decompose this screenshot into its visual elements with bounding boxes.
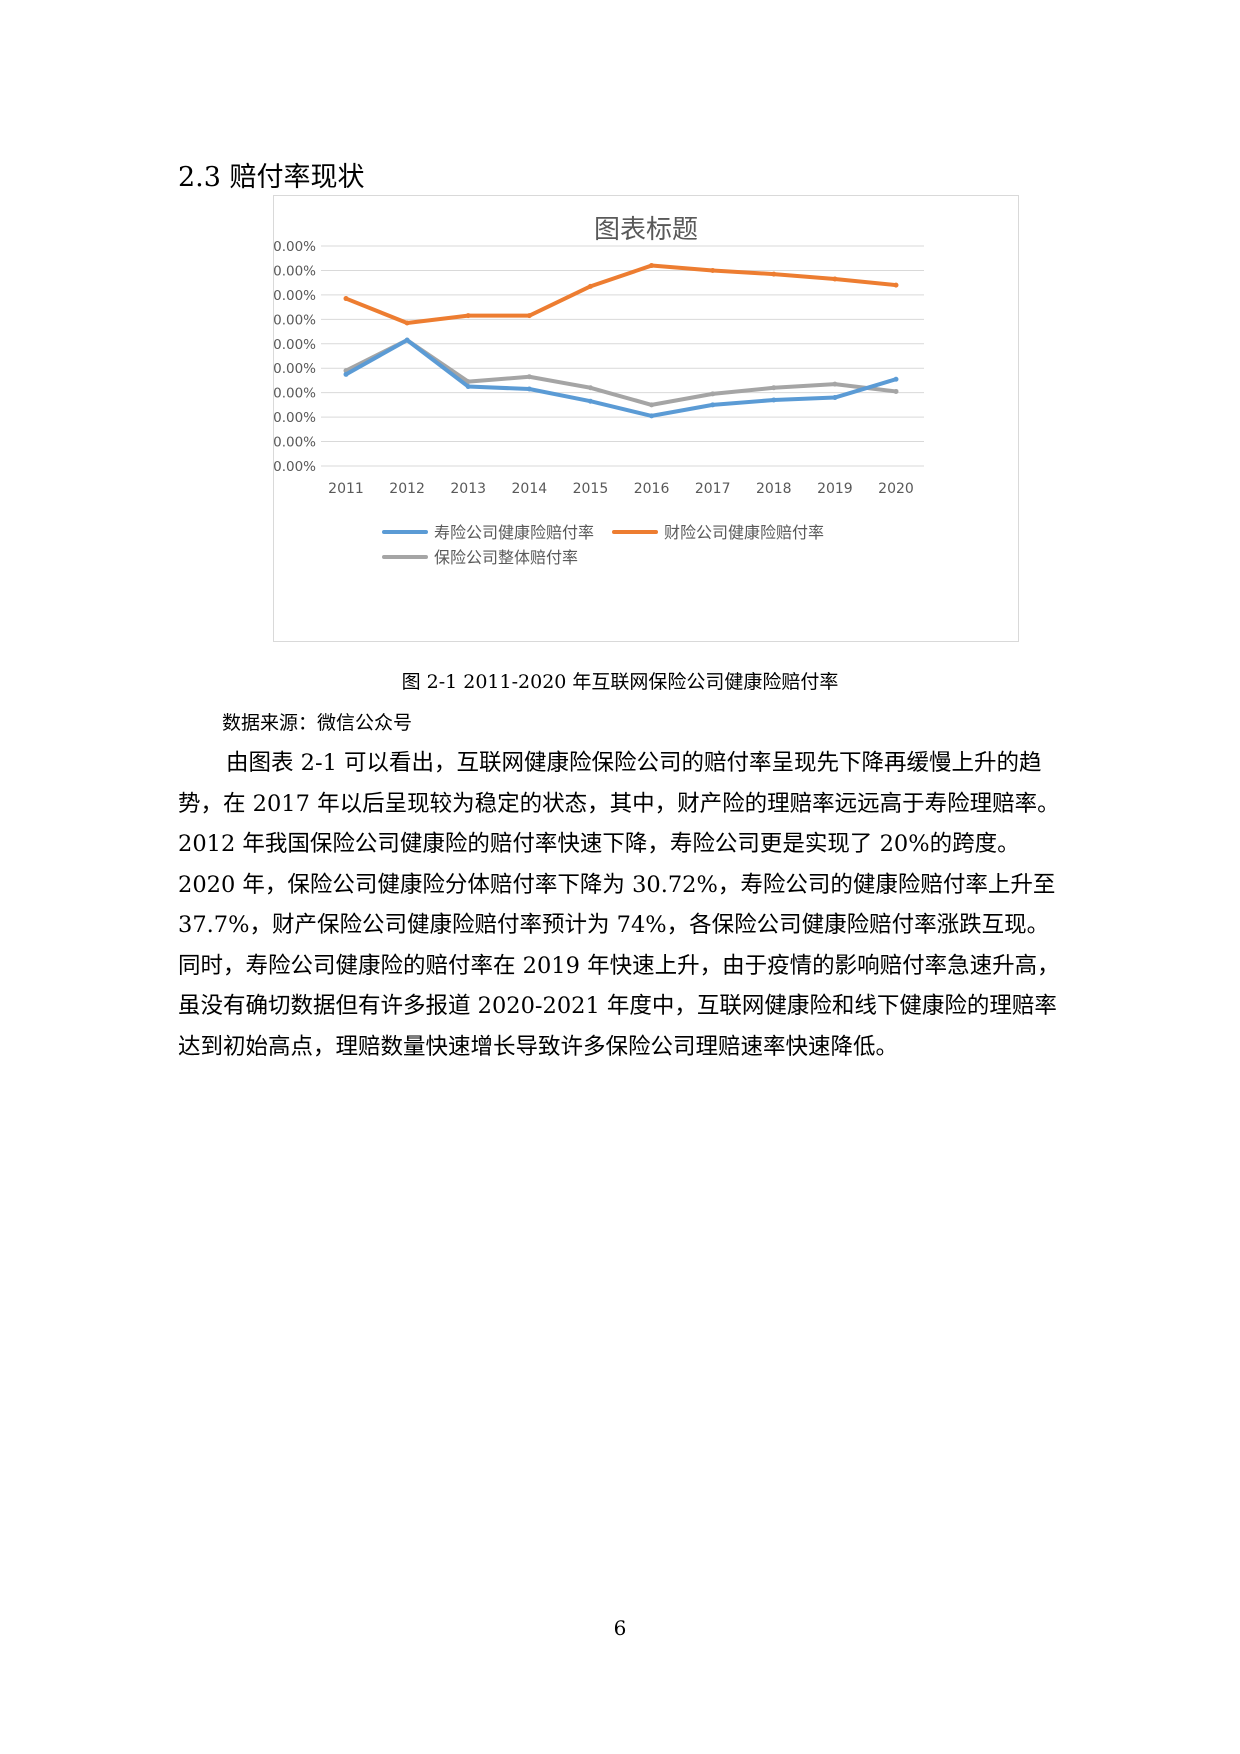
chart-container: 图表标题 0.00% 10.00% 20.00% 30.00% 40.00% 50.00%… — [273, 195, 1019, 642]
y-tick-label: 30.00% — [274, 386, 316, 402]
chart-title: 图表标题 — [594, 215, 698, 245]
x-tick-label: 2016 — [634, 481, 670, 497]
body-line: 势，在 2017 年以后呈现较为稳定的状态，其中，财产险的理赔率远远高于寿险理赔… — [178, 790, 1060, 817]
x-tick-label: 2013 — [450, 481, 486, 497]
body-line: 虽没有确切数据但有许多报道 2020-2021 年度中，互联网健康险和线下健康险… — [178, 993, 1057, 1019]
chart-series — [343, 263, 899, 419]
data-point — [771, 271, 777, 277]
data-point — [832, 381, 838, 387]
data-point — [649, 263, 655, 269]
x-tick-label: 2018 — [756, 481, 792, 497]
data-point — [771, 397, 777, 403]
data-point — [526, 313, 532, 319]
figure-source: 数据来源：微信公众号 — [222, 712, 413, 734]
data-point — [587, 385, 593, 391]
data-point — [343, 371, 349, 377]
x-tick-label: 2019 — [817, 481, 853, 497]
body-line: 37.7%，财产保险公司健康险赔付率预计为 74%，各保险公司健康险赔付率涨跌互… — [178, 912, 1050, 938]
x-tick-label: 2012 — [389, 481, 425, 497]
y-tick-label: 90.00% — [274, 239, 316, 255]
data-point — [710, 402, 716, 408]
x-tick-label: 2017 — [695, 481, 731, 497]
x-tick-label: 2020 — [878, 481, 914, 497]
data-point — [710, 267, 716, 273]
page-number: 6 — [613, 1616, 627, 1640]
data-point — [526, 374, 532, 380]
body-paragraph: 由图表 2-1 可以看出，互联网健康险保险公司的赔付率呈现先下降再缓慢上升的趋 … — [178, 743, 1118, 1067]
y-tick-label: 50.00% — [274, 337, 316, 353]
series-line — [344, 263, 898, 325]
x-tick-label: 2015 — [573, 481, 609, 497]
data-point — [343, 296, 349, 302]
legend-label: 寿险公司健康险赔付率 — [434, 523, 594, 542]
y-tick-label: 20.00% — [274, 410, 316, 426]
data-point — [893, 282, 899, 288]
data-point — [404, 320, 410, 326]
y-tick-label: 10.00% — [274, 435, 316, 451]
series-line — [344, 338, 898, 418]
body-line: 达到初始高点，理赔数量快速增长导致许多保险公司理赔速率快速降低。 — [178, 1033, 899, 1060]
series-line — [344, 338, 898, 407]
data-point — [771, 385, 777, 391]
legend-label: 保险公司整体赔付率 — [434, 548, 578, 567]
section-title: 2.3 赔付率现状 — [178, 162, 365, 193]
data-point — [893, 376, 899, 382]
data-point — [587, 398, 593, 404]
figure-caption: 图 2-1 2011-2020 年互联网保险公司健康险赔付率 — [401, 671, 839, 693]
body-line: 2012 年我国保险公司健康险的赔付率快速下降，寿险公司更是实现了 20%的跨度… — [178, 831, 1020, 857]
x-tick-label: 2011 — [328, 481, 364, 497]
data-point — [465, 313, 471, 319]
y-tick-label: 80.00% — [274, 263, 316, 279]
data-point — [649, 413, 655, 419]
data-point — [465, 379, 471, 385]
legend-label: 财险公司健康险赔付率 — [664, 523, 824, 542]
y-tick-label: 60.00% — [274, 312, 316, 328]
y-tick-label: 70.00% — [274, 288, 316, 304]
data-point — [832, 276, 838, 282]
body-line: 同时，寿险公司健康险的赔付率在 2019 年快速上升，由于疫情的影响赔付率急速升… — [178, 952, 1060, 979]
body-line: 2020 年，保险公司健康险分体赔付率下降为 30.72%，寿险公司的健康险赔付… — [178, 871, 1056, 898]
data-point — [404, 337, 410, 343]
data-point — [649, 402, 655, 408]
x-axis-ticks: 2011 2012 2013 2014 2015 2016 2017 2018 2019 2020 — [328, 481, 914, 497]
body-line: 由图表 2-1 可以看出，互联网健康险保险公司的赔付率呈现先下降再缓慢上升的趋 — [226, 750, 1042, 776]
data-point — [465, 384, 471, 390]
y-tick-label: 40.00% — [274, 361, 316, 377]
data-point — [710, 391, 716, 397]
data-point — [587, 283, 593, 289]
y-tick-label: 0.00% — [274, 459, 316, 475]
line-chart: 图表标题 0.00% 10.00% 20.00% 30.00% 40.00% 50.00%… — [274, 215, 924, 567]
data-point — [832, 395, 838, 401]
data-point — [893, 388, 899, 394]
x-tick-label: 2014 — [512, 481, 548, 497]
data-point — [526, 386, 532, 392]
y-axis-ticks: 0.00% 10.00% 20.00% 30.00% 40.00% 50.00% 60.00… — [274, 239, 316, 475]
